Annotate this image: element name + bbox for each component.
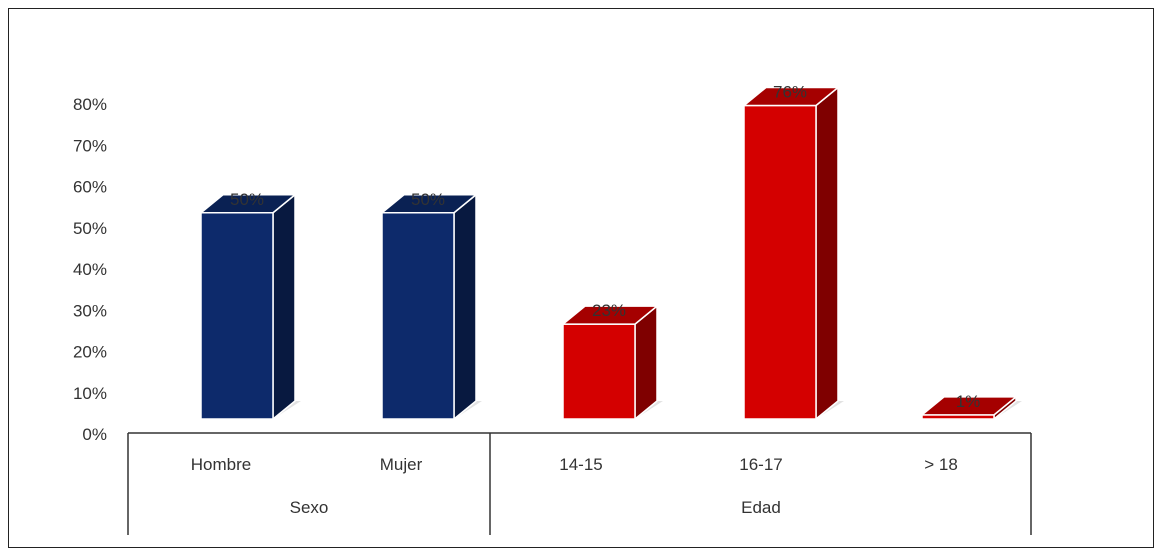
data-label: 50% [411, 190, 445, 209]
y-tick-label: 70% [73, 136, 107, 155]
x-group-label: Edad [741, 498, 781, 517]
bar-side [272, 193, 296, 421]
x-axis: Hombre Mujer 14-15 16-17 > 18 Sexo Edad [127, 432, 1032, 535]
y-tick-label: 10% [73, 384, 107, 403]
x-tick-label: Hombre [191, 455, 251, 474]
bar-side [634, 304, 658, 421]
bar-top [198, 194, 298, 214]
bar-14-15 [560, 304, 663, 421]
bar-top [919, 396, 1019, 416]
bar-16-17 [741, 85, 844, 421]
y-tick-label: 0% [82, 425, 107, 444]
bar-chart: 0% 10% 20% 30% 40% 50% 60% 70% 80% 50% 50% 23% 76% 1… [73, 83, 1032, 535]
y-tick-label: 40% [73, 260, 107, 279]
bar-top [560, 305, 660, 325]
y-tick-label: 60% [73, 178, 107, 197]
y-tick-label: 20% [73, 343, 107, 362]
data-labels: 50% 50% 23% 76% 1% [230, 83, 980, 411]
x-tick-label: > 18 [924, 455, 958, 474]
bar-front [743, 104, 817, 420]
x-group-label: Sexo [290, 498, 329, 517]
bar-top [379, 194, 479, 214]
data-label: 23% [592, 301, 626, 320]
y-tick-label: 80% [73, 95, 107, 114]
bar-side [453, 193, 477, 421]
bar--18 [919, 395, 1022, 421]
bar-front [381, 212, 455, 420]
y-axis: 0% 10% 20% 30% 40% 50% 60% 70% 80% [73, 95, 107, 444]
bars [198, 85, 1022, 421]
y-tick-label: 30% [73, 301, 107, 320]
x-tick-label: 14-15 [559, 455, 602, 474]
bar-front [200, 212, 274, 420]
bar-hombre [198, 193, 301, 421]
bar-top [741, 86, 841, 107]
data-label: 76% [773, 83, 807, 102]
bar-side [815, 85, 839, 421]
bar-mujer [379, 193, 482, 421]
x-tick-label: Mujer [380, 455, 423, 474]
data-label: 1% [956, 392, 981, 411]
data-label: 50% [230, 190, 264, 209]
chart-frame [8, 8, 1154, 548]
x-tick-label: 16-17 [739, 455, 782, 474]
bar-front [562, 323, 636, 420]
y-tick-label: 50% [73, 219, 107, 238]
